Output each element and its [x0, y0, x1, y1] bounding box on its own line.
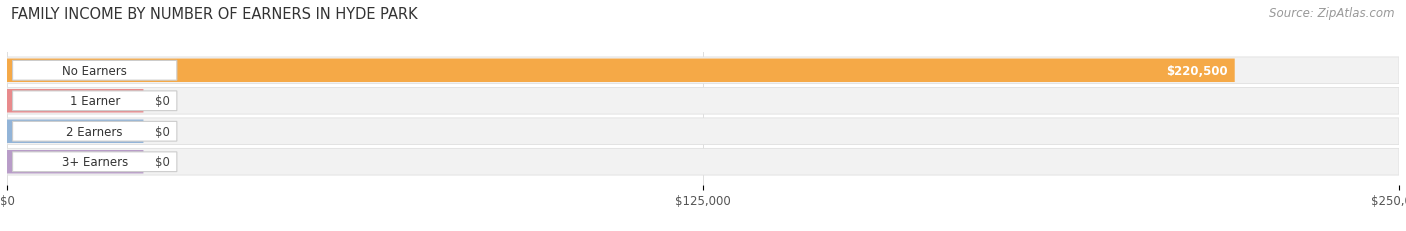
Text: $0: $0 [155, 125, 170, 138]
Text: 1 Earner: 1 Earner [69, 95, 120, 108]
Text: $0: $0 [155, 95, 170, 108]
FancyBboxPatch shape [7, 120, 143, 143]
Text: $220,500: $220,500 [1166, 64, 1227, 77]
Text: $0: $0 [155, 155, 170, 168]
FancyBboxPatch shape [7, 149, 1399, 175]
Text: Source: ZipAtlas.com: Source: ZipAtlas.com [1270, 7, 1395, 20]
Text: FAMILY INCOME BY NUMBER OF EARNERS IN HYDE PARK: FAMILY INCOME BY NUMBER OF EARNERS IN HY… [11, 7, 418, 22]
Text: 3+ Earners: 3+ Earners [62, 155, 128, 168]
FancyBboxPatch shape [7, 88, 1399, 115]
FancyBboxPatch shape [13, 91, 177, 111]
FancyBboxPatch shape [7, 58, 1399, 84]
Text: No Earners: No Earners [62, 64, 127, 77]
FancyBboxPatch shape [7, 119, 1399, 145]
FancyBboxPatch shape [7, 150, 143, 174]
Text: 2 Earners: 2 Earners [66, 125, 122, 138]
FancyBboxPatch shape [13, 152, 177, 172]
FancyBboxPatch shape [7, 90, 143, 113]
FancyBboxPatch shape [13, 61, 177, 81]
FancyBboxPatch shape [13, 122, 177, 142]
FancyBboxPatch shape [7, 59, 1234, 83]
